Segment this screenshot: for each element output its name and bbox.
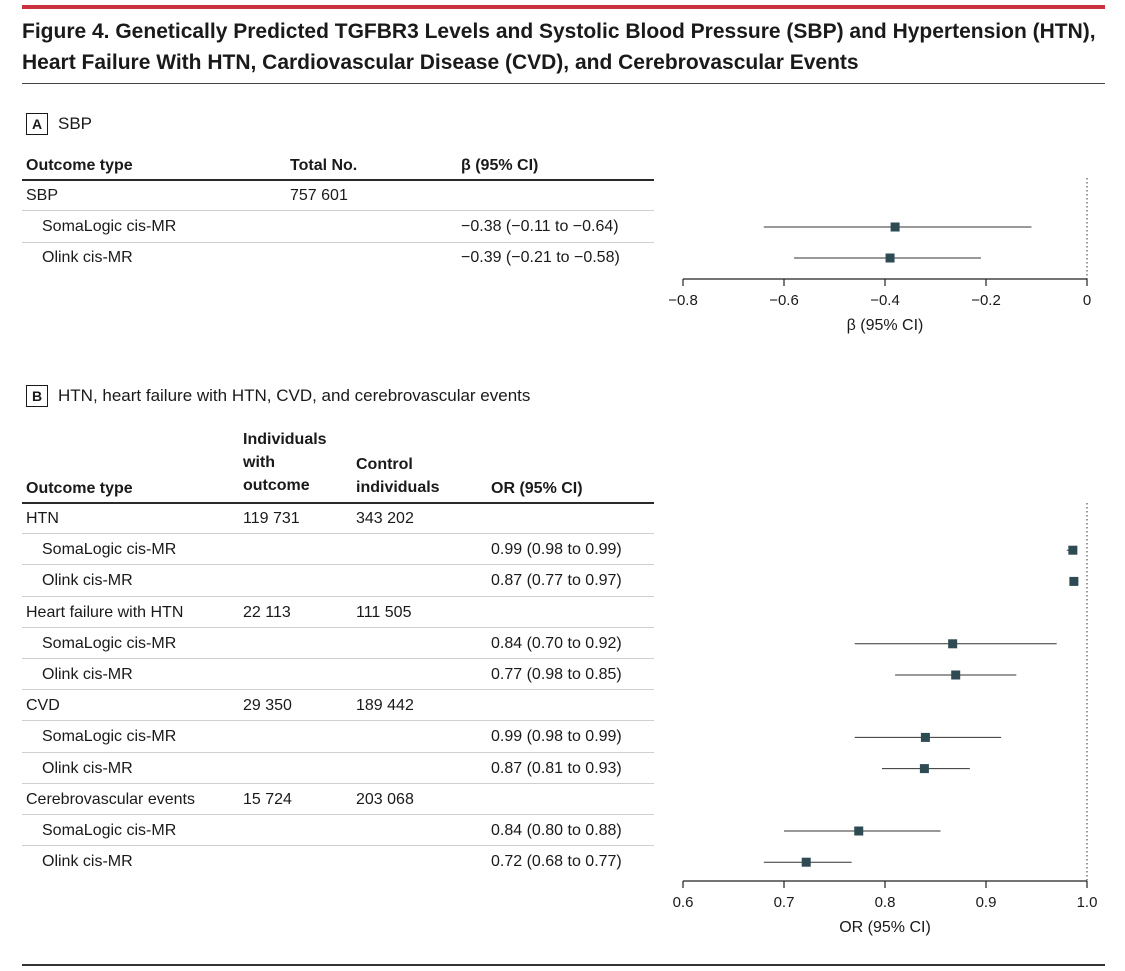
panel-a-header-total: Total No. bbox=[290, 157, 358, 174]
figure-title-line2: Heart Failure With HTN, Cardiovascular D… bbox=[22, 51, 859, 74]
panel-b-header-rule bbox=[22, 502, 654, 504]
outcome-group-name: CVD bbox=[26, 697, 60, 715]
panel-b-header-cases-line1: Individuals bbox=[243, 431, 327, 448]
row-divider bbox=[22, 814, 654, 815]
outcome-cases-count: 15 724 bbox=[243, 790, 292, 808]
x-tick-label: −0.6 bbox=[769, 292, 799, 309]
row-divider bbox=[22, 751, 654, 753]
point-estimate-marker bbox=[948, 639, 958, 649]
row-divider bbox=[22, 845, 654, 847]
row-divider bbox=[22, 658, 654, 659]
panel-a-header-outcome: Outcome type bbox=[26, 157, 133, 174]
point-estimate-marker bbox=[801, 857, 811, 867]
ci-text: 0.84 (0.70 to 0.92) bbox=[491, 634, 622, 652]
row-divider bbox=[22, 782, 654, 784]
outcome-group-name: HTN bbox=[26, 510, 59, 527]
row-divider bbox=[22, 533, 654, 535]
x-tick-label: 0.6 bbox=[673, 894, 694, 911]
x-tick-label: −0.8 bbox=[668, 292, 698, 309]
point-estimate-marker bbox=[919, 764, 929, 774]
point-estimate-marker bbox=[1069, 576, 1079, 586]
panel-b-heading: B HTN, heart failure with HTN, CVD, and … bbox=[26, 384, 530, 408]
figure-title: Figure 4. Genetically Predicted TGFBR3 L… bbox=[22, 16, 1105, 78]
panel-b-header-cases-line2: with bbox=[243, 454, 275, 471]
ci-text: 0.99 (0.98 to 0.99) bbox=[491, 541, 622, 559]
point-estimate-marker bbox=[885, 253, 895, 263]
panel-b-header-controls: Control individuals bbox=[356, 453, 440, 499]
title-rule bbox=[22, 83, 1105, 84]
outcome-cases-count: 22 113 bbox=[243, 603, 291, 621]
method-label: Olink cis-MR bbox=[42, 759, 133, 777]
row-divider bbox=[22, 564, 654, 566]
ci-text: 0.72 (0.68 to 0.77) bbox=[491, 853, 622, 871]
x-tick-label: 0.9 bbox=[976, 894, 997, 911]
panel-a-title: SBP bbox=[58, 114, 93, 133]
panel-a-header-rule bbox=[22, 179, 654, 181]
row-divider bbox=[22, 242, 654, 243]
outcome-controls-count: 189 442 bbox=[356, 697, 414, 715]
row-divider bbox=[22, 210, 654, 211]
row-divider bbox=[22, 689, 654, 691]
panel-b-header-cases-line3: outcome bbox=[243, 477, 310, 494]
panel-b-header-effect: OR (95% CI) bbox=[491, 480, 583, 497]
method-label: Olink cis-MR bbox=[42, 572, 133, 590]
panel-b-title: HTN, heart failure with HTN, CVD, and ce… bbox=[58, 386, 531, 405]
point-estimate-marker bbox=[1068, 545, 1078, 555]
panel-b-header-cases: Individuals with outcome bbox=[243, 428, 327, 497]
ci-text: 0.87 (0.81 to 0.93) bbox=[491, 759, 622, 777]
point-estimate-marker bbox=[951, 670, 961, 680]
ci-text: 0.87 (0.77 to 0.97) bbox=[491, 572, 622, 590]
panel-a-row-ci: −0.38 (−0.11 to −0.64) bbox=[461, 218, 619, 235]
panel-b-header-outcome: Outcome type bbox=[26, 480, 133, 497]
method-label: SomaLogic cis-MR bbox=[42, 634, 177, 652]
panel-a-header-effect: β (95% CI) bbox=[461, 157, 539, 174]
row-divider bbox=[22, 720, 654, 722]
outcome-controls-count: 203 068 bbox=[356, 790, 414, 808]
method-label: SomaLogic cis-MR bbox=[42, 822, 177, 839]
figure-title-line1: Figure 4. Genetically Predicted TGFBR3 L… bbox=[22, 20, 1096, 43]
panel-a-row-method: Olink cis-MR bbox=[42, 249, 133, 266]
panel-a-row-method: SomaLogic cis-MR bbox=[42, 218, 177, 235]
top-accent-bar bbox=[22, 5, 1105, 9]
x-tick-label: 0.8 bbox=[875, 894, 896, 911]
point-estimate-marker bbox=[854, 826, 864, 836]
panel-a-group-total: 757 601 bbox=[290, 187, 348, 204]
outcome-group-name: Heart failure with HTN bbox=[26, 603, 184, 621]
panel-a-group-name: SBP bbox=[26, 187, 59, 204]
outcome-controls-count: 343 202 bbox=[356, 510, 414, 527]
method-label: Olink cis-MR bbox=[42, 666, 133, 683]
panel-a-letter: A bbox=[26, 113, 48, 135]
outcome-group-name: Cerebrovascular events bbox=[26, 790, 195, 808]
point-estimate-marker bbox=[920, 732, 930, 742]
point-estimate-marker bbox=[890, 222, 900, 232]
x-tick-label: −0.2 bbox=[971, 292, 1001, 309]
panel-a-forest-plot: −0.8 −0.6 −0.4 −0.2 0 β (95% CI) bbox=[668, 178, 1091, 334]
ci-text: 0.99 (0.98 to 0.99) bbox=[491, 728, 622, 746]
panel-b-header-controls-line2: individuals bbox=[356, 479, 440, 496]
x-tick-label: 0.7 bbox=[774, 894, 795, 911]
panel-a-heading: A SBP bbox=[26, 112, 92, 136]
row-divider bbox=[22, 595, 654, 597]
ci-text: 0.77 (0.98 to 0.85) bbox=[491, 666, 622, 683]
ci-text: 0.84 (0.80 to 0.88) bbox=[491, 822, 622, 839]
x-axis-label: β (95% CI) bbox=[847, 317, 924, 334]
method-label: SomaLogic cis-MR bbox=[42, 541, 177, 559]
panel-b-letter: B bbox=[26, 385, 48, 407]
x-tick-label: 1.0 bbox=[1077, 894, 1098, 911]
panel-a-row-ci: −0.39 (−0.21 to −0.58) bbox=[461, 249, 620, 266]
x-axis-label: OR (95% CI) bbox=[839, 919, 931, 936]
outcome-cases-count: 119 731 bbox=[243, 510, 300, 527]
method-label: SomaLogic cis-MR bbox=[42, 728, 177, 746]
panel-b-forest-plot: 0.6 0.7 0.8 0.9 1.0 OR (95% CI) bbox=[673, 503, 1098, 936]
panel-b-header-controls-line1: Control bbox=[356, 456, 413, 473]
outcome-controls-count: 111 505 bbox=[356, 603, 412, 621]
row-divider bbox=[22, 626, 654, 628]
x-tick-label: −0.4 bbox=[870, 292, 900, 309]
bottom-rule bbox=[22, 964, 1105, 966]
outcome-cases-count: 29 350 bbox=[243, 697, 292, 715]
method-label: Olink cis-MR bbox=[42, 853, 133, 871]
x-tick-label: 0 bbox=[1083, 292, 1091, 309]
